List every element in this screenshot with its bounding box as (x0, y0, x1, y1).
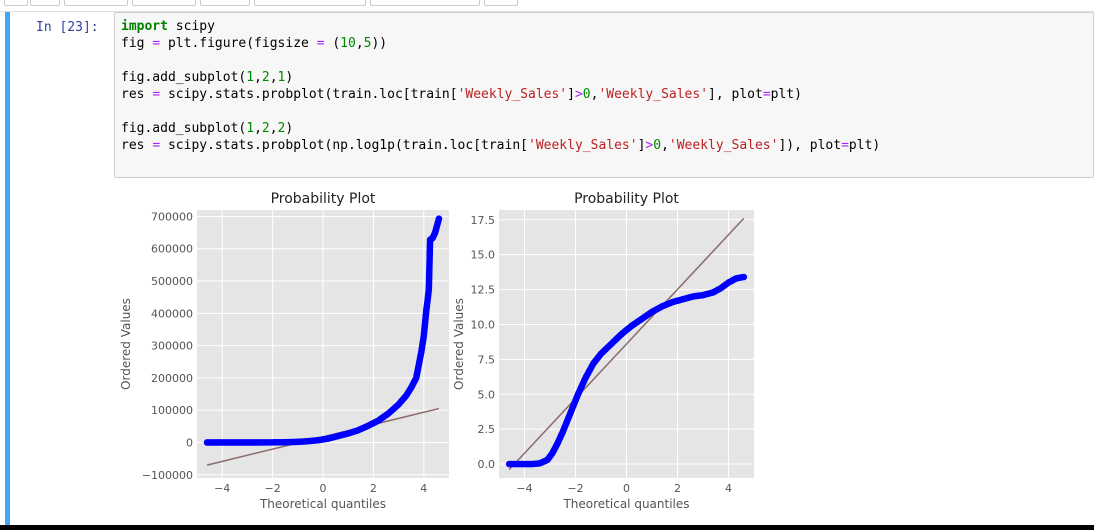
x-tick-label: 2 (674, 482, 681, 495)
y-tick-label: 500000 (151, 275, 193, 288)
code-line: fig = plt.figure(figsize = (10,5)) (121, 36, 388, 51)
y-tick-label: 300000 (151, 340, 193, 353)
y-tick-label: 10.0 (471, 318, 496, 331)
toolbar-divider (0, 11, 1094, 12)
input-prompt: In [23]: (36, 20, 99, 35)
y-tick-label: 400000 (151, 307, 193, 320)
y-tick-label: 17.5 (471, 214, 496, 227)
y-tick-label: 5.0 (478, 388, 496, 401)
probability-plots-figure: −4 −2 0 2 4 −100000 0 100000 200000 300000 400000 5… (119, 191, 754, 511)
y-tick-label: 600000 (151, 243, 193, 256)
y-tick-label: 0.0 (478, 458, 496, 471)
fit-line (508, 217, 745, 471)
toolbar-button[interactable] (30, 0, 60, 6)
code-editor[interactable]: import scipy fig = plt.figure(figsize = … (114, 12, 1094, 178)
x-tick-label: 2 (370, 482, 377, 495)
toolbar-button[interactable] (200, 0, 250, 6)
x-axis-label: Theoretical quantiles (259, 497, 386, 511)
toolbar-button[interactable] (64, 0, 128, 6)
x-tick-label: −2 (567, 482, 583, 495)
cell-output: −4 −2 0 2 4 −100000 0 100000 200000 300000 400000 5… (114, 182, 814, 517)
x-tick-label: 4 (420, 482, 427, 495)
chart-title: Probability Plot (574, 191, 679, 207)
code-text[interactable]: import scipy fig = plt.figure(figsize = … (115, 13, 1093, 154)
y-tick-label: 15.0 (471, 249, 496, 262)
toolbar-button[interactable] (4, 0, 28, 6)
code-line: fig.add_subplot(1,2,2) (121, 121, 294, 136)
toolbar-button[interactable] (484, 0, 518, 6)
code-line: import scipy (121, 19, 215, 34)
y-tick-label: −100000 (142, 469, 193, 482)
toolbar-button[interactable] (254, 0, 366, 6)
x-axis-label: Theoretical quantiles (562, 497, 689, 511)
x-tick-label: 4 (725, 482, 732, 495)
y-tick-label: 2.5 (478, 423, 496, 436)
data-point (435, 215, 443, 223)
code-line: res = scipy.stats.probplot(np.log1p(trai… (121, 138, 881, 153)
cell-selection-bar (5, 12, 10, 525)
toolbar-button[interactable] (132, 0, 196, 6)
y-tick-label: 200000 (151, 372, 193, 385)
bottom-edge (0, 525, 1094, 530)
y-tick-label: 700000 (151, 210, 193, 223)
x-tick-label: −2 (264, 482, 280, 495)
code-line: res = scipy.stats.probplot(train.loc[tra… (121, 87, 802, 102)
y-tick-label: 0 (186, 436, 193, 449)
y-tick-label: 7.5 (478, 353, 496, 366)
code-cell[interactable] (5, 12, 1094, 525)
chart-title: Probability Plot (271, 191, 376, 207)
y-axis-label: Ordered Values (452, 298, 466, 390)
y-tick-label: 100000 (151, 404, 193, 417)
notebook-toolbar (0, 0, 1094, 6)
cell-type-select[interactable] (370, 0, 480, 6)
x-tick-label: 0 (320, 482, 327, 495)
x-tick-label: 0 (623, 482, 630, 495)
code-line: fig.add_subplot(1,2,1) (121, 70, 294, 85)
data-point (740, 273, 748, 281)
y-tick-label: 12.5 (471, 284, 496, 297)
y-axis-label: Ordered Values (119, 298, 133, 390)
x-tick-label: −4 (214, 482, 230, 495)
x-tick-label: −4 (516, 482, 532, 495)
